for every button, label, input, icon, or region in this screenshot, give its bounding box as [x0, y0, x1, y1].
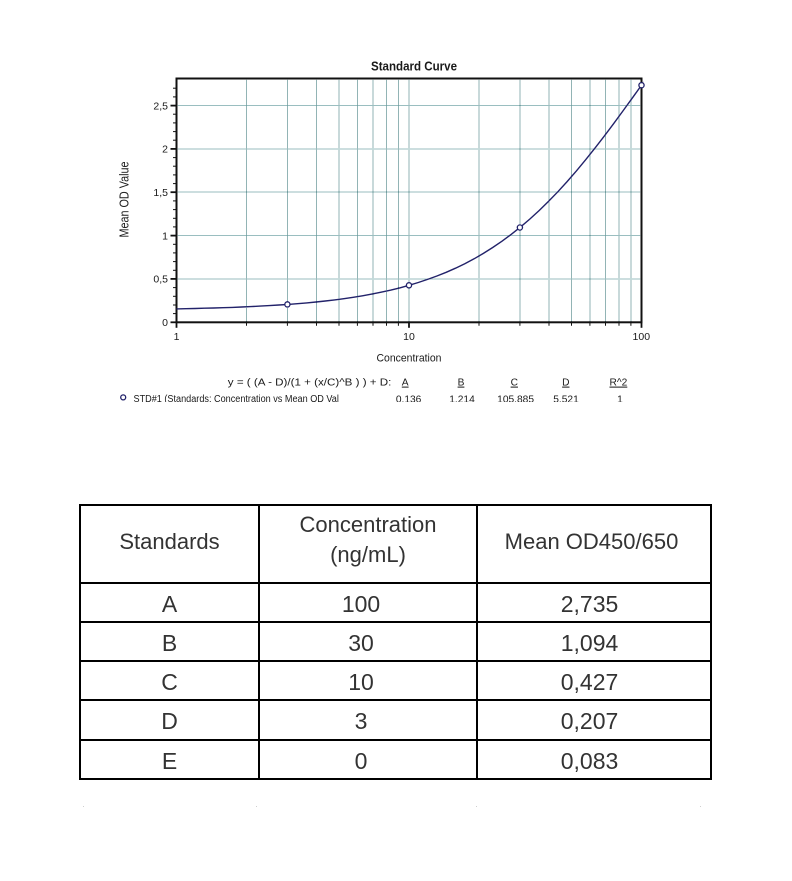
svg-text:2: 2 — [162, 144, 168, 156]
svg-text:Concentration: Concentration — [377, 353, 442, 365]
svg-text:Standard Curve: Standard Curve — [371, 60, 457, 74]
svg-text:C: C — [511, 378, 518, 389]
svg-text:10: 10 — [403, 331, 415, 343]
svg-text:0: 0 — [162, 317, 168, 329]
svg-text:0.136: 0.136 — [396, 394, 422, 402]
svg-text:Mean OD Value: Mean OD Value — [118, 161, 132, 237]
svg-text:1,5: 1,5 — [153, 187, 168, 199]
svg-text:5.521: 5.521 — [553, 394, 579, 402]
svg-text:A: A — [402, 378, 409, 389]
svg-text:1: 1 — [174, 331, 180, 343]
svg-text:100: 100 — [633, 331, 651, 343]
svg-text:STD#1 (Standards: Concentratio: STD#1 (Standards: Concentration vs Mean … — [134, 394, 339, 402]
svg-text:D: D — [562, 378, 569, 389]
svg-text:1: 1 — [162, 230, 168, 242]
svg-text:y = ( (A - D)/(1 + (x/C)^B ) ): y = ( (A - D)/(1 + (x/C)^B ) ) + D: — [228, 378, 392, 389]
svg-text:0,5: 0,5 — [153, 274, 168, 286]
svg-text:B: B — [458, 378, 465, 389]
svg-text:1.214: 1.214 — [449, 394, 475, 402]
svg-text:105.885: 105.885 — [497, 394, 534, 402]
svg-text:R^2: R^2 — [609, 378, 627, 389]
svg-text:1: 1 — [617, 394, 623, 402]
svg-text:2,5: 2,5 — [153, 100, 168, 112]
